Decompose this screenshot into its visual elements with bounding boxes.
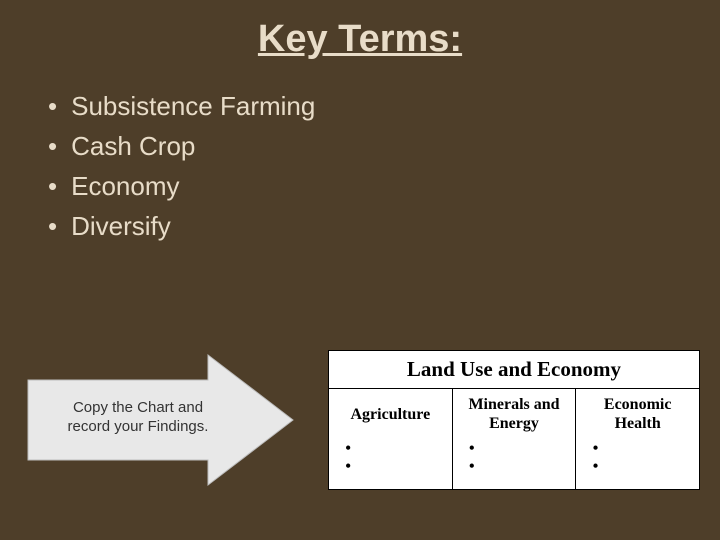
key-terms-list: • Subsistence Farming • Cash Crop • Econ… — [48, 89, 720, 243]
arrow-line2: record your Findings. — [68, 418, 209, 435]
bullet-text: Economy — [71, 169, 179, 203]
list-item: • Subsistence Farming — [48, 89, 720, 123]
bullet-text: Cash Crop — [71, 129, 195, 163]
bullet-text: Diversify — [71, 209, 171, 243]
bullet-icon: • — [48, 89, 57, 123]
land-use-chart: Land Use and Economy Agriculture • • Min… — [328, 350, 700, 490]
chart-column: Economic Health • • — [576, 389, 699, 489]
bullet-text: Subsistence Farming — [71, 89, 315, 123]
chart-column: Agriculture • • — [329, 389, 453, 489]
chart-col-header: Minerals and Energy — [461, 395, 568, 433]
bullet-icon: • — [48, 209, 57, 243]
instruction-arrow: Copy the Chart and record your Findings. — [18, 350, 298, 490]
chart-columns: Agriculture • • Minerals and Energy • • … — [329, 389, 699, 489]
chart-bullet: • — [461, 457, 568, 475]
chart-col-header: Agriculture — [337, 395, 444, 433]
chart-column: Minerals and Energy • • — [453, 389, 577, 489]
chart-bullet: • — [461, 439, 568, 457]
bullet-icon: • — [48, 129, 57, 163]
list-item: • Cash Crop — [48, 129, 720, 163]
chart-bullet: • — [584, 457, 691, 475]
list-item: • Economy — [48, 169, 720, 203]
chart-bullet: • — [337, 457, 444, 475]
arrow-line1: Copy the Chart and — [73, 399, 203, 416]
chart-bullet: • — [584, 439, 691, 457]
list-item: • Diversify — [48, 209, 720, 243]
slide-title: Key Terms: — [0, 0, 720, 61]
bullet-icon: • — [48, 169, 57, 203]
arrow-instruction-text: Copy the Chart and record your Findings. — [48, 398, 228, 436]
chart-title: Land Use and Economy — [329, 351, 699, 389]
chart-col-header: Economic Health — [584, 395, 691, 433]
chart-bullet: • — [337, 439, 444, 457]
